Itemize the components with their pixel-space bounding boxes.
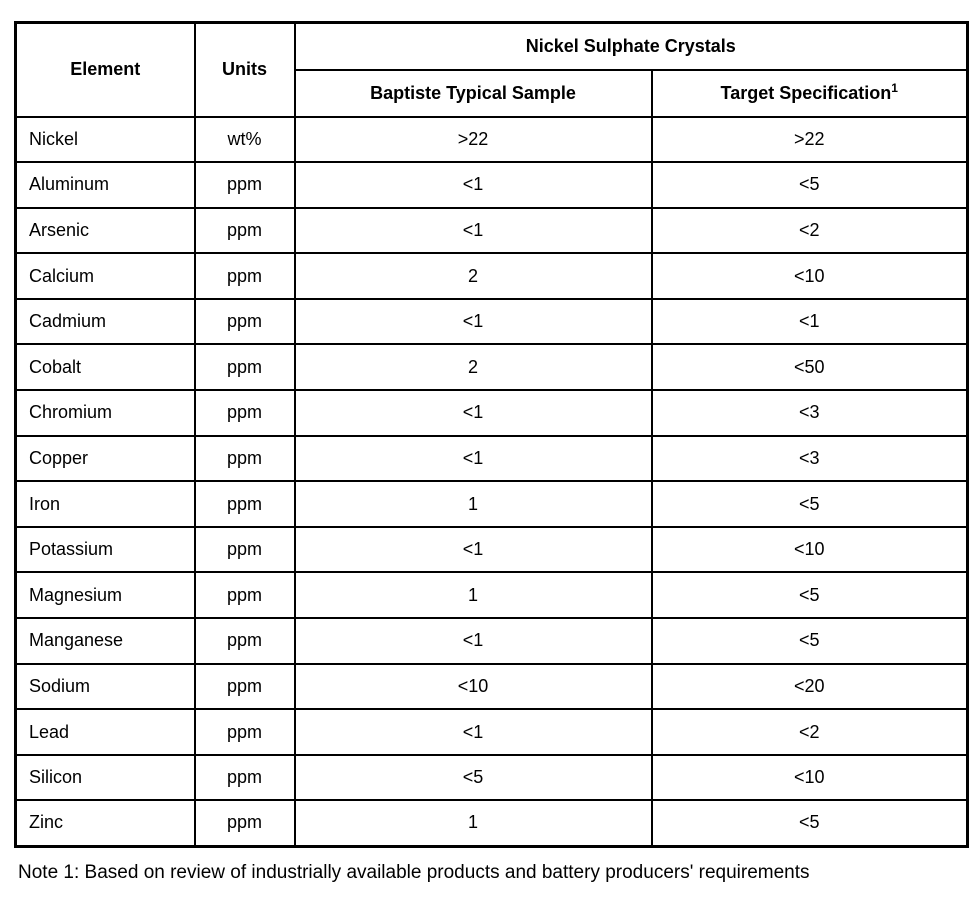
element-cell: Cobalt [14, 343, 196, 392]
element-cell: Silicon [14, 753, 196, 802]
table-row: Arsenic ppm <1 <2 [14, 206, 969, 255]
units-cell: ppm [193, 297, 296, 346]
units-cell: ppm [193, 799, 296, 847]
document-page: Element Units Nickel Sulphate Crystals B… [14, 21, 969, 884]
units-cell: ppm [193, 389, 296, 437]
target-specification-label: Target Specification [720, 82, 892, 103]
element-cell: Zinc [14, 799, 196, 847]
units-cell: ppm [193, 662, 296, 711]
element-cell: Potassium [14, 525, 196, 574]
target-value-cell: <2 [650, 206, 969, 255]
sample-value-cell: 1 [293, 799, 653, 847]
table-row: Zinc ppm 1 <5 [14, 799, 969, 847]
element-cell: Sodium [14, 662, 196, 711]
target-value-cell: <5 [650, 161, 969, 209]
table-row: Manganese ppm <1 <5 [14, 617, 969, 665]
header-row-top: Element Units Nickel Sulphate Crystals [14, 21, 969, 118]
column-header-units: Units [193, 21, 296, 118]
table-row: Calcium ppm 2 <10 [14, 252, 969, 300]
units-cell: ppm [193, 571, 296, 620]
units-cell: ppm [193, 617, 296, 665]
footnote-text: Note 1: Based on review of industrially … [18, 861, 810, 883]
table-row: Nickel wt% >22 >22 [14, 115, 969, 164]
element-cell: Copper [14, 434, 196, 483]
nickel-sulphate-spec-table: Element Units Nickel Sulphate Crystals B… [14, 21, 969, 848]
group-header-nickel-sulphate-crystals: Nickel Sulphate Crystals [293, 21, 969, 71]
header-row-sub: Baptiste Typical Sample Target Specifica… [16, 68, 969, 118]
column-header-element: Element [14, 21, 196, 118]
sample-value-cell: 2 [293, 252, 653, 300]
target-value-cell: <10 [650, 525, 969, 574]
table-header: Element Units Nickel Sulphate Crystals B… [14, 21, 969, 118]
sample-value-cell: <1 [293, 525, 653, 574]
element-cell: Manganese [14, 617, 196, 665]
table-row: Magnesium ppm 1 <5 [14, 571, 969, 620]
element-cell: Iron [14, 480, 196, 528]
element-cell: Arsenic [14, 206, 196, 255]
element-cell: Cadmium [14, 297, 196, 346]
units-cell: ppm [193, 434, 296, 483]
table-row: Sodium ppm <10 <20 [14, 662, 969, 711]
sample-value-cell: <1 [293, 297, 653, 346]
sample-value-cell: <1 [293, 389, 653, 437]
table-row: Silicon ppm <5 <10 [14, 753, 969, 802]
target-value-cell: <5 [650, 571, 969, 620]
target-value-cell: <10 [650, 753, 969, 802]
element-cell: Nickel [14, 115, 196, 164]
table-row: Lead ppm <1 <2 [14, 708, 969, 756]
footnote-marker: 1 [891, 80, 898, 95]
sample-value-cell: <1 [293, 206, 653, 255]
units-cell: ppm [193, 525, 296, 574]
column-header-target-specification: Target Specification1 [650, 68, 969, 118]
units-cell: wt% [193, 115, 296, 164]
units-cell: ppm [193, 206, 296, 255]
sample-value-cell: 1 [293, 571, 653, 620]
element-cell: Chromium [14, 389, 196, 437]
element-cell: Magnesium [14, 571, 196, 620]
units-cell: ppm [193, 161, 296, 209]
sample-value-cell: <1 [293, 161, 653, 209]
table-row: Copper ppm <1 <3 [14, 434, 969, 483]
target-value-cell: <5 [650, 480, 969, 528]
table-row: Cobalt ppm 2 <50 [14, 343, 969, 392]
target-value-cell: <10 [650, 252, 969, 300]
target-value-cell: <50 [650, 343, 969, 392]
table-row: Cadmium ppm <1 <1 [14, 297, 969, 346]
target-value-cell: <3 [650, 389, 969, 437]
table-row: Iron ppm 1 <5 [14, 480, 969, 528]
units-cell: ppm [193, 753, 296, 802]
units-cell: ppm [193, 343, 296, 392]
element-cell: Calcium [14, 252, 196, 300]
target-value-cell: <1 [650, 297, 969, 346]
sample-value-cell: <1 [293, 434, 653, 483]
target-value-cell: <20 [650, 662, 969, 711]
target-value-cell: <5 [650, 617, 969, 665]
table-body: Nickel wt% >22 >22 Aluminum ppm <1 <5 Ar… [14, 115, 969, 847]
column-header-baptiste-typical-sample: Baptiste Typical Sample [293, 68, 653, 118]
sample-value-cell: 2 [293, 343, 653, 392]
units-cell: ppm [193, 480, 296, 528]
sample-value-cell: >22 [293, 115, 653, 164]
element-cell: Lead [14, 708, 196, 756]
units-cell: ppm [193, 252, 296, 300]
sample-value-cell: <10 [293, 662, 653, 711]
element-cell: Aluminum [14, 161, 196, 209]
units-cell: ppm [193, 708, 296, 756]
sample-value-cell: 1 [293, 480, 653, 528]
table-row: Potassium ppm <1 <10 [14, 525, 969, 574]
target-value-cell: <2 [650, 708, 969, 756]
target-value-cell: <3 [650, 434, 969, 483]
target-value-cell: <5 [650, 799, 969, 847]
sample-value-cell: <1 [293, 617, 653, 665]
table-row: Chromium ppm <1 <3 [14, 389, 969, 437]
sample-value-cell: <1 [293, 708, 653, 756]
target-value-cell: >22 [650, 115, 969, 164]
sample-value-cell: <5 [293, 753, 653, 802]
table-row: Aluminum ppm <1 <5 [14, 161, 969, 209]
